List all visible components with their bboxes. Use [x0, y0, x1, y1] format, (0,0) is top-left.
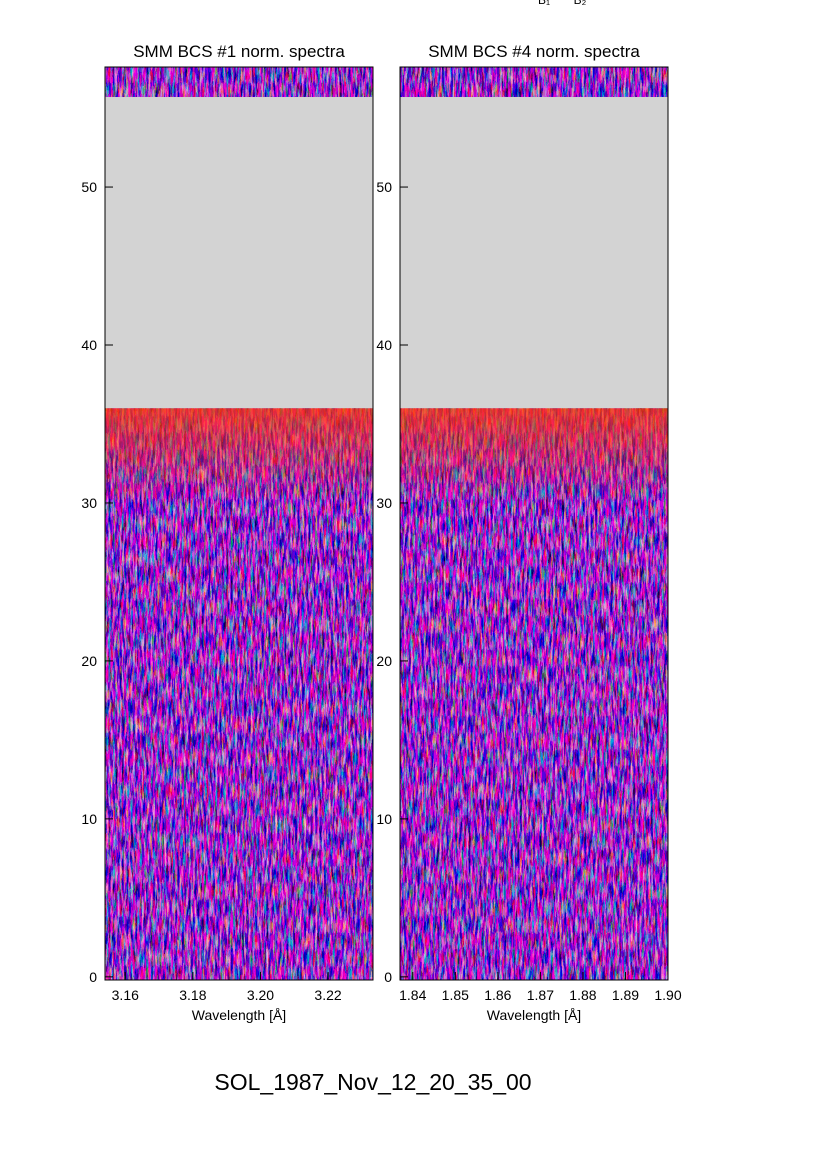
- y-tick-label: 30: [81, 495, 97, 511]
- x-tick-label: 1.85: [442, 987, 469, 1003]
- x-tick-label: 1.87: [527, 987, 554, 1003]
- panel-title: SMM BCS #1 norm. spectra: [133, 42, 345, 61]
- y-tick-label: 40: [81, 337, 97, 353]
- data-gap: [105, 97, 373, 409]
- y-tick-label: 20: [376, 653, 392, 669]
- x-tick-label: 3.20: [247, 987, 274, 1003]
- header-label: B₁: [538, 0, 550, 7]
- y-tick-label: 10: [376, 811, 392, 827]
- y-tick-label: 20: [81, 653, 97, 669]
- panel-title: SMM BCS #4 norm. spectra: [428, 42, 640, 61]
- y-tick-label: 0: [384, 969, 392, 985]
- flare-emission: [105, 408, 373, 503]
- y-tick-label: 10: [81, 811, 97, 827]
- plot-frame: [104, 66, 374, 981]
- data-gap: [400, 97, 668, 409]
- plot-frame: [399, 66, 669, 981]
- y-tick-label: 50: [81, 179, 97, 195]
- x-tick-label: 1.86: [484, 987, 511, 1003]
- x-tick-label: 1.88: [569, 987, 596, 1003]
- y-tick-label: 40: [376, 337, 392, 353]
- x-axis-label: Wavelength [Å]: [487, 1007, 581, 1023]
- footer-title: SOL_1987_Nov_12_20_35_00: [214, 1069, 531, 1095]
- y-tick-label: 50: [376, 179, 392, 195]
- x-tick-label: 1.89: [612, 987, 639, 1003]
- y-tick-label: 0: [89, 969, 97, 985]
- flare-emission: [400, 408, 668, 503]
- y-tick-label: 30: [376, 495, 392, 511]
- x-axis-label: Wavelength [Å]: [192, 1007, 286, 1023]
- x-tick-label: 1.84: [399, 987, 426, 1003]
- x-tick-label: 1.90: [654, 987, 681, 1003]
- header-label: B₂: [574, 0, 587, 7]
- x-tick-label: 3.22: [314, 987, 341, 1003]
- x-tick-label: 3.16: [112, 987, 139, 1003]
- x-tick-label: 3.18: [179, 987, 206, 1003]
